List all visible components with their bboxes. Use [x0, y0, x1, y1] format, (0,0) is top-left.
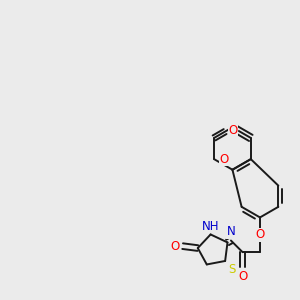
Text: O: O [255, 228, 265, 241]
Text: O: O [219, 153, 229, 166]
Text: O: O [229, 124, 238, 137]
Text: O: O [170, 240, 180, 253]
Text: N: N [226, 225, 235, 238]
Text: NH: NH [202, 220, 219, 233]
Text: S: S [228, 263, 236, 276]
Text: O: O [238, 270, 247, 283]
